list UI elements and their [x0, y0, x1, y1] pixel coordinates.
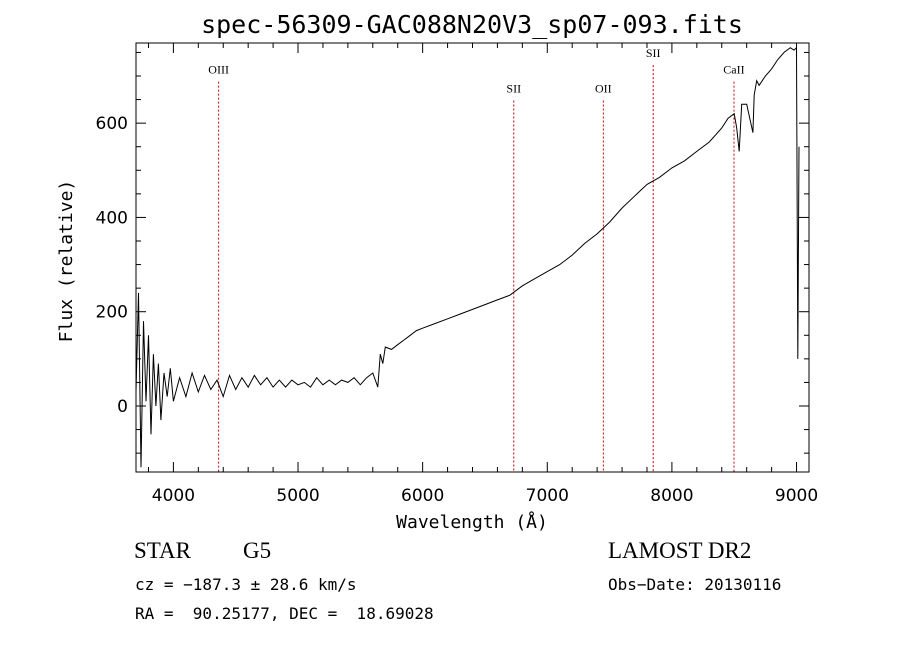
survey-name: LAMOST DR2: [608, 538, 752, 563]
spectral-line-label: SII: [646, 46, 661, 60]
spectral-line-label: OII: [595, 82, 612, 96]
spectral-line-label: SII: [506, 82, 521, 96]
spectral-subclass: G5: [243, 538, 272, 563]
x-axis-label: Wavelength (Å): [396, 511, 548, 533]
y-tick-label: 600: [96, 114, 128, 134]
object-class: STAR: [134, 538, 191, 563]
x-tick-label: 9000: [775, 486, 818, 506]
observation-date: Obs−Date: 20130116: [608, 575, 782, 594]
y-axis-label: Flux (relative): [56, 180, 77, 343]
y-tick-labels: 0 200 400 600: [96, 114, 128, 417]
x-tick-label: 6000: [401, 486, 444, 506]
spectral-line-label: CaII: [723, 63, 744, 77]
redshift-cz: cz = −187.3 ± 28.6 km/s: [135, 575, 357, 594]
x-tick-labels: 4000 5000 6000 7000 8000 9000: [152, 486, 818, 506]
y-tick-label: 0: [117, 397, 128, 417]
axis-ticks: [136, 43, 809, 472]
x-tick-label: 5000: [276, 486, 319, 506]
spectral-line-label: OIII: [208, 63, 229, 77]
y-tick-label: 400: [96, 208, 128, 228]
x-tick-label: 7000: [526, 486, 569, 506]
y-tick-label: 200: [96, 303, 128, 323]
x-tick-label: 8000: [650, 486, 693, 506]
x-tick-label: 4000: [152, 486, 195, 506]
chart-title: spec-56309-GAC088N20V3_sp07-093.fits: [201, 10, 743, 39]
coordinates: RA = 90.25177, DEC = 18.69028: [135, 604, 434, 623]
spectral-line-markers: OIII SII OII SII CaII: [208, 46, 745, 472]
plot-frame: [135, 42, 810, 473]
spectrum-line: [135, 46, 800, 468]
